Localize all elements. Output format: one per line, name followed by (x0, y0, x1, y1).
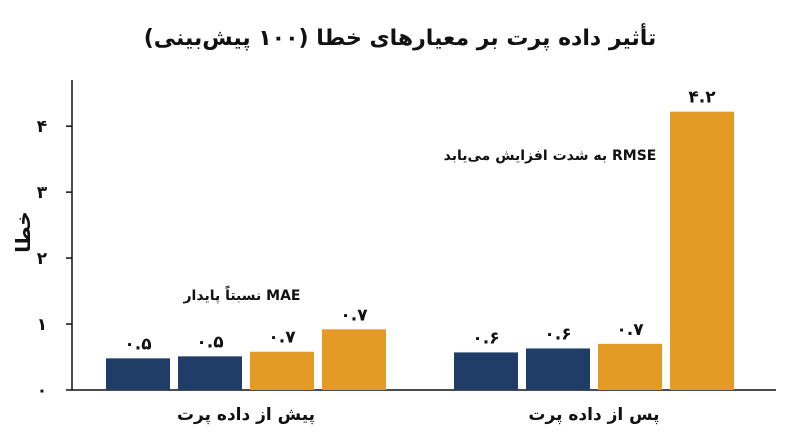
bar (454, 352, 518, 390)
bar (106, 358, 170, 390)
y-axis-label: خطا (11, 211, 35, 252)
y-ticks: ۰ ۱ ۲ ۳ ۴ (37, 117, 72, 401)
category-label: پس از داده پرت (528, 405, 659, 425)
bar-value-label: ۰.۷ (616, 320, 644, 340)
y-tick-label: ۴ (37, 117, 47, 137)
bar (598, 343, 662, 390)
category-label: پیش از داده پرت (177, 405, 315, 425)
y-tick-label: ۳ (37, 183, 48, 203)
bar (526, 348, 590, 390)
bar (178, 356, 242, 390)
annotation: RMSE به شدت افزایش می‌یابد (444, 148, 657, 164)
bar-value-label: ۰.۶ (544, 324, 571, 344)
bar (670, 111, 734, 390)
category-labels: پیش از داده پرت پس از داده پرت (177, 405, 660, 425)
bar-value-label: ۰.۷ (340, 305, 368, 325)
bar-value-label: ۴.۲ (688, 88, 716, 108)
annotation: MAE نسبتاً پایدار (183, 285, 301, 304)
bar (322, 329, 386, 390)
bar-value-label: ۰.۵ (124, 334, 151, 354)
y-tick-label: ۰ (37, 381, 47, 401)
chart-title: تأثیر داده پرت بر معیارهای خطا (۱۰۰ پیش‌… (144, 22, 657, 51)
bar-value-label: ۰.۵ (196, 332, 223, 352)
bars: ۰.۵ ۰.۵ ۰.۷ ۰.۷ ۰.۶ ۰.۶ ۰.۷ ۴.۲ (106, 88, 734, 390)
annotations: MAE نسبتاً پایدار RMSE به شدت افزایش می‌ی… (183, 148, 657, 304)
y-tick-label: ۱ (37, 315, 47, 335)
bar-value-label: ۰.۶ (472, 328, 499, 348)
bar (250, 351, 314, 390)
y-tick-label: ۲ (37, 249, 48, 269)
bar-value-label: ۰.۷ (268, 328, 296, 348)
